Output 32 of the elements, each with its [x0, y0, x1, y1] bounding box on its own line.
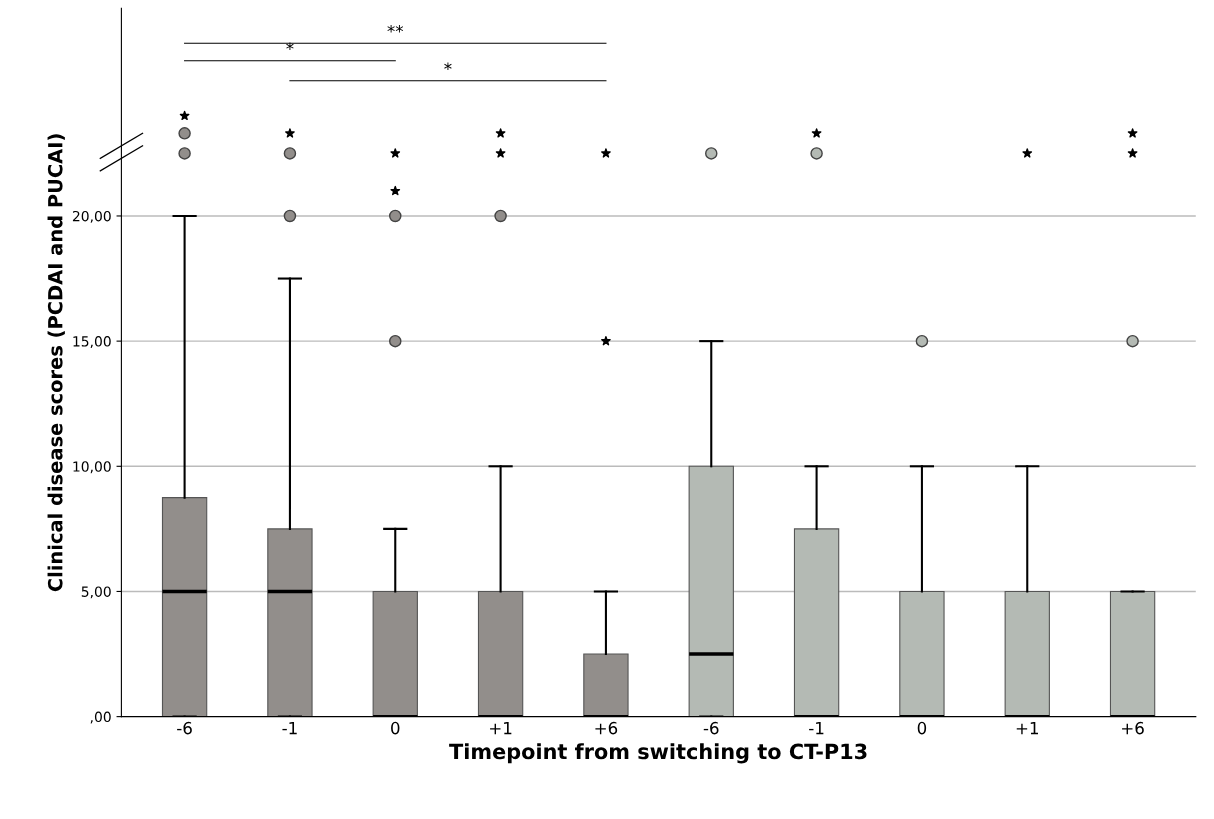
x-tick-label: +6 [1122, 721, 1144, 735]
x-tick-label: 0 [917, 721, 927, 735]
x-axis-title: Timepoint from switching to CT-P13 [449, 743, 867, 764]
x-tick-label: 0 [391, 721, 400, 735]
x-tick-label: +1 [490, 722, 512, 735]
point [285, 128, 295, 138]
point [179, 110, 190, 121]
point [1022, 148, 1033, 158]
x-tick-label: -1 [282, 722, 297, 735]
point [390, 185, 401, 196]
point [495, 148, 506, 158]
y-tick-label: ,00 [90, 711, 111, 724]
point [811, 128, 822, 138]
point [495, 128, 506, 138]
point [601, 336, 611, 346]
annotation: * [444, 62, 452, 71]
y-tick-label: 20,00 [72, 210, 111, 223]
point [1127, 128, 1138, 138]
x-tick-label: +6 [595, 721, 618, 735]
point [390, 148, 401, 158]
annotation: * [286, 42, 294, 51]
x-tick-label: -6 [703, 721, 719, 735]
x-tick-label: -1 [809, 722, 824, 735]
point [601, 148, 611, 158]
x-tick-label: -6 [177, 721, 192, 735]
y-tick-label: 10,00 [73, 461, 111, 474]
annotation: ** [387, 24, 404, 33]
y-axis-title: Clinical disease scores (PCDAI and PUCAI) [47, 134, 65, 592]
x-tick-label: +1 [1016, 722, 1038, 735]
point [1127, 148, 1138, 158]
y-tick-label: 5,00 [81, 586, 111, 599]
y-tick-label: 15,00 [73, 336, 111, 349]
